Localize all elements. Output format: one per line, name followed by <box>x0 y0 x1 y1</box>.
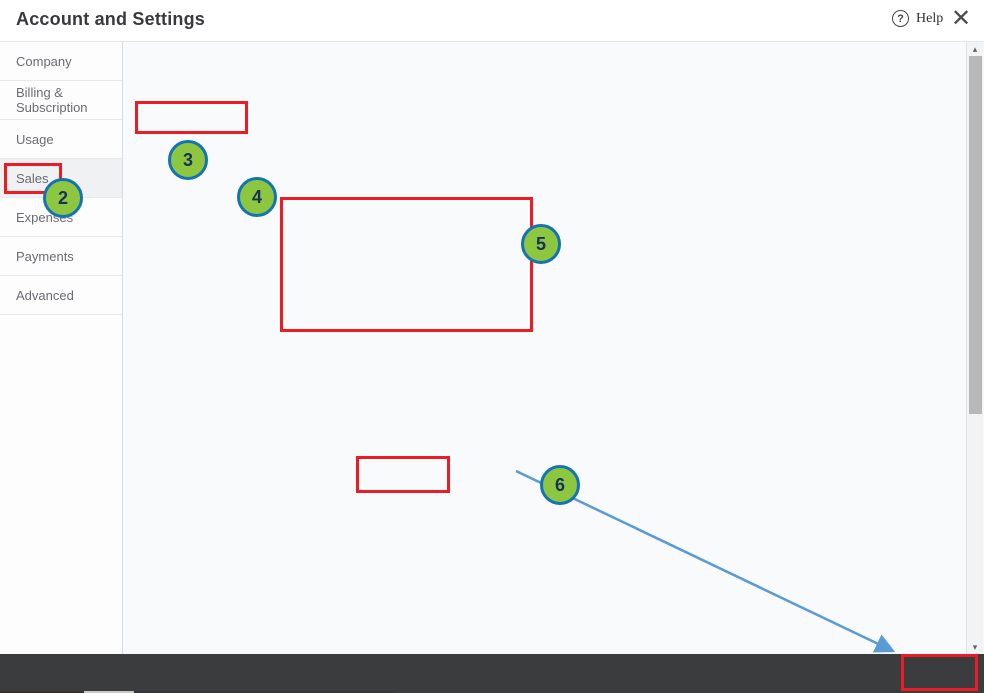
close-icon[interactable]: ✕ <box>951 5 972 32</box>
step-circle-5: 5 <box>521 224 561 264</box>
sidebar-item-payments[interactable]: Payments <box>0 237 122 276</box>
step-circle-3: 3 <box>168 140 208 180</box>
page-title: Account and Settings <box>16 9 206 29</box>
settings-content <box>123 42 966 654</box>
scroll-down-icon[interactable]: ▾ <box>972 642 978 652</box>
help-icon: ? <box>892 10 909 27</box>
sidebar-item-advanced[interactable]: Advanced <box>0 276 122 315</box>
sidebar-item-company[interactable]: Company <box>0 42 122 81</box>
sidebar-item-billing-subscription[interactable]: Billing & Subscription <box>0 81 122 120</box>
sidebar-item-usage[interactable]: Usage <box>0 120 122 159</box>
scrollbar-thumb[interactable] <box>969 56 982 414</box>
help-button[interactable]: ? Help <box>892 10 943 27</box>
vertical-scrollbar[interactable]: ▴ ▾ <box>966 42 983 654</box>
step-circle-6: 6 <box>540 465 580 505</box>
settings-sidebar: Company Billing & Subscription Usage Sal… <box>0 42 123 654</box>
step-circle-2: 2 <box>43 178 83 218</box>
taskbar-sliver <box>0 691 984 693</box>
window-header: Account and Settings ? Help ✕ <box>0 0 984 42</box>
scroll-up-icon[interactable]: ▴ <box>972 44 978 54</box>
footer-bar: Done <box>0 654 984 691</box>
step-circle-4: 4 <box>237 177 277 217</box>
help-label: Help <box>916 10 944 26</box>
